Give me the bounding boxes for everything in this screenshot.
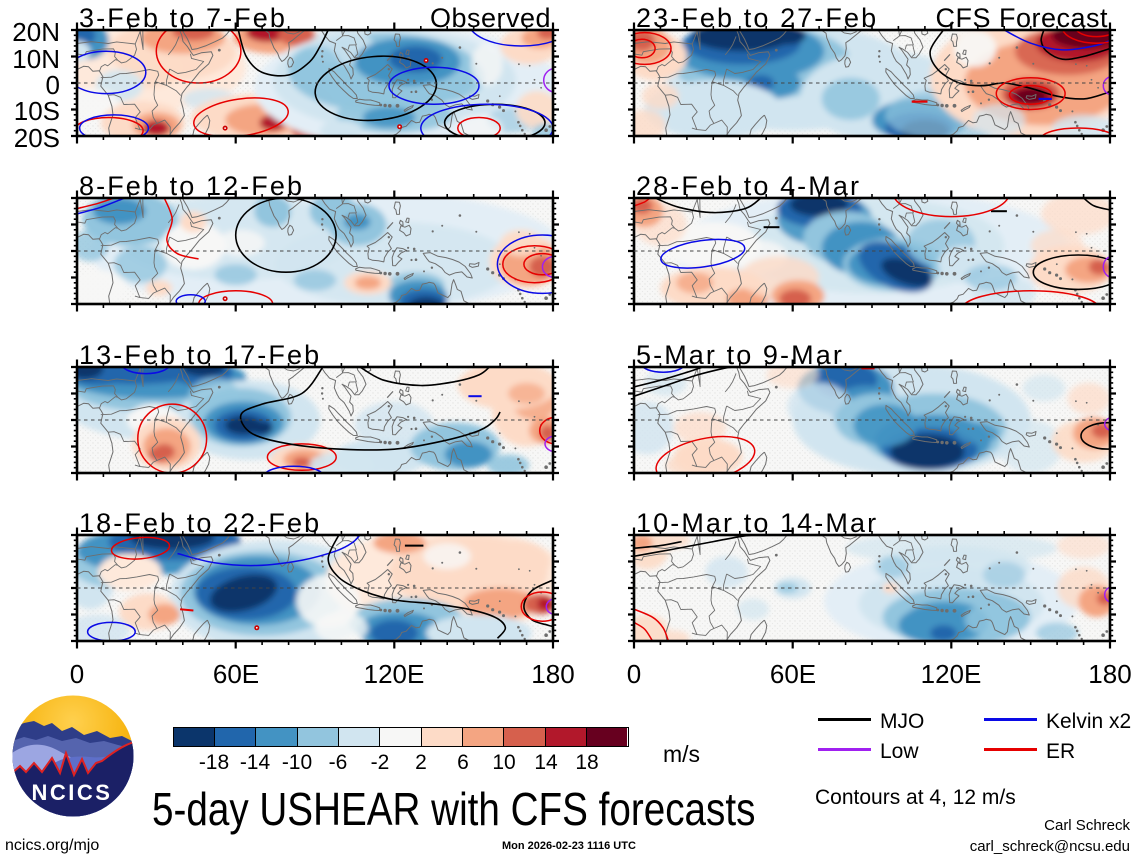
svg-text:NCICS: NCICS	[32, 780, 113, 805]
